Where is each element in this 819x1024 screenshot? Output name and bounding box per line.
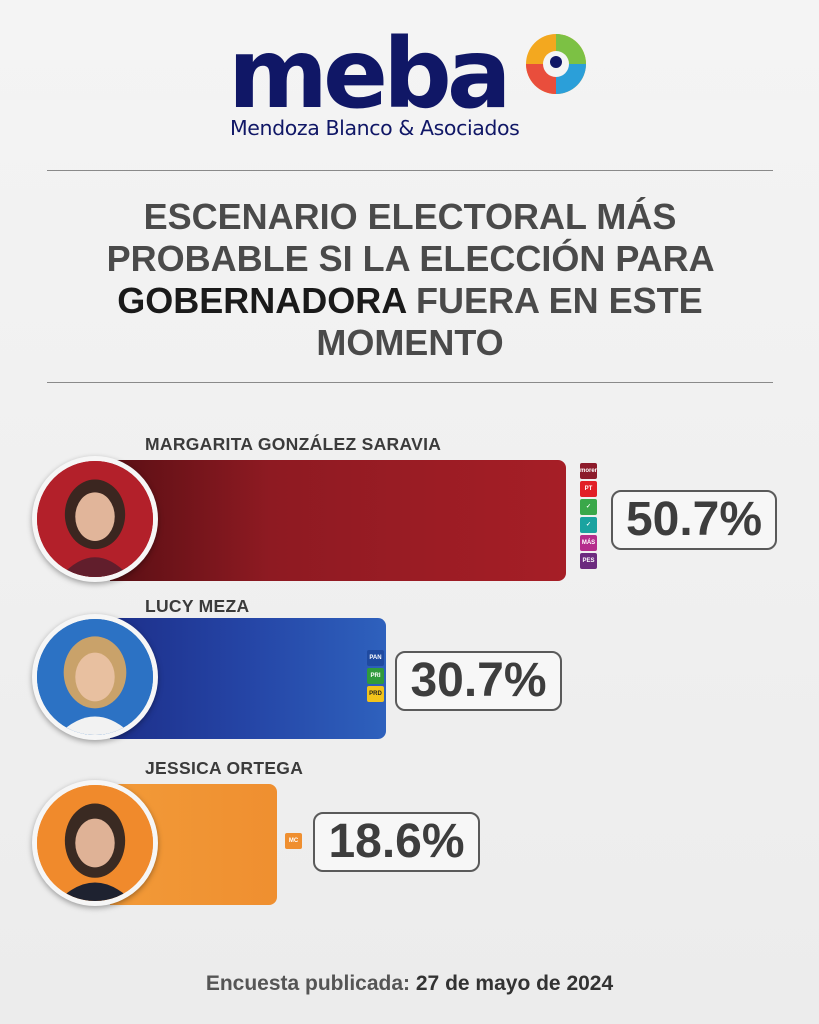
meba-logo: meba Mendoza Blanco & Asociados <box>228 26 608 145</box>
logo-wordmark: meba <box>228 18 512 130</box>
candidate-2-portrait-icon <box>37 619 153 735</box>
logo-mark-icon <box>526 34 586 94</box>
headline-part2: FUERA EN ESTE MOMENTO <box>316 280 703 363</box>
headline-part1: ESCENARIO ELECTORAL MÁS PROBABLE SI LA E… <box>106 196 714 279</box>
footer: Encuesta publicada: 27 de mayo de 2024 <box>0 972 819 996</box>
headline: ESCENARIO ELECTORAL MÁS PROBABLE SI LA E… <box>60 196 760 364</box>
headline-emphasis: GOBERNADORA <box>117 280 406 321</box>
party-logos-2: PAN PRI PRD <box>367 650 384 702</box>
bar-candidate-1 <box>110 460 566 581</box>
party-logos-1: morena PT ✓ ✓ MÁS PES <box>580 463 597 569</box>
candidate-1-portrait-icon <box>37 461 153 577</box>
candidate-photo-3 <box>32 780 158 906</box>
candidate-3-portrait-icon <box>37 785 153 901</box>
value-label-1: 50.7% <box>611 490 777 550</box>
party-logo-pri-icon: PRI <box>367 668 384 684</box>
party-logo-prd-icon: PRD <box>367 686 384 702</box>
party-logo-mc-icon: MC <box>285 833 302 849</box>
value-label-3: 18.6% <box>313 812 480 872</box>
party-logo-pan-icon: PAN <box>367 650 384 666</box>
candidate-name-3: JESSICA ORTEGA <box>145 758 304 778</box>
party-logos-3: MC <box>285 833 302 849</box>
candidate-name-1: MARGARITA GONZÁLEZ SARAVIA <box>145 434 442 454</box>
candidate-photo-2 <box>32 614 158 740</box>
bottom-divider <box>47 382 773 383</box>
value-label-2: 30.7% <box>395 651 562 711</box>
candidate-photo-1 <box>32 456 158 582</box>
party-logo-alianza-icon: ✓ <box>580 517 597 533</box>
footer-label: Encuesta publicada: <box>205 972 411 995</box>
party-logo-verde-icon: ✓ <box>580 499 597 515</box>
footer-date: 27 de mayo de 2024 <box>415 972 614 995</box>
party-logo-morena-icon: morena <box>580 463 597 479</box>
party-logo-pes-icon: PES <box>580 553 597 569</box>
candidate-name-2: LUCY MEZA <box>145 596 250 616</box>
party-logo-pt-icon: PT <box>580 481 597 497</box>
party-logo-mas-icon: MÁS <box>580 535 597 551</box>
top-divider <box>47 170 773 171</box>
logo-subtitle: Mendoza Blanco & Asociados <box>230 116 520 140</box>
